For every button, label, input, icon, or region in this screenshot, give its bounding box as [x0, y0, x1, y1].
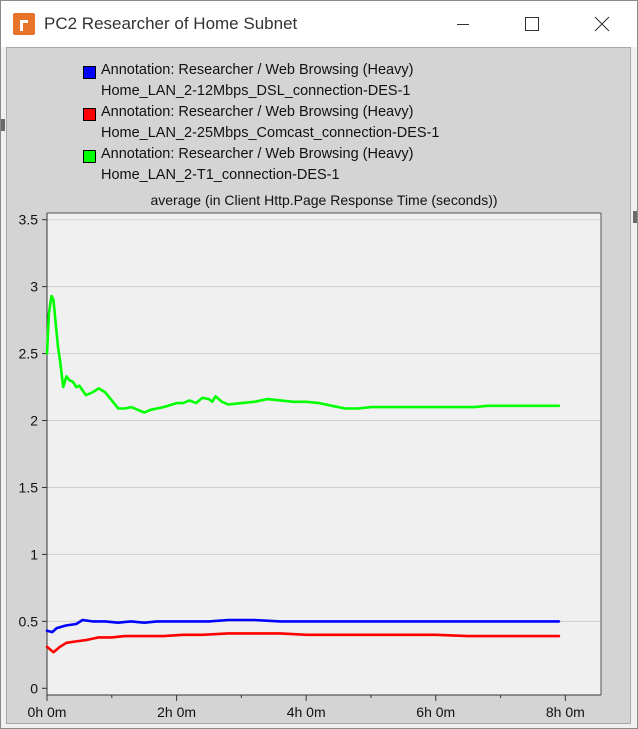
app-icon — [13, 13, 35, 35]
minimize-icon — [457, 24, 469, 25]
legend-label-t1-line2: Home_LAN_2-T1_connection-DES-1 — [101, 167, 340, 183]
minimize-button[interactable] — [440, 1, 486, 47]
y-tick-label: 0.5 — [19, 613, 39, 629]
y-tick-label: 2 — [30, 413, 38, 429]
maximize-icon — [525, 17, 539, 31]
legend-swatch-t1 — [83, 150, 96, 163]
legend-label-t1: Annotation: Researcher / Web Browsing (H… — [101, 146, 414, 162]
series-line-comcast — [45, 632, 561, 654]
y-tick-label: 3 — [30, 279, 38, 295]
y-tick-label: 0 — [30, 680, 38, 696]
x-tick-label: 6h 0m — [416, 704, 455, 720]
y-tick-label: 3.5 — [19, 212, 39, 228]
y-tick-label: 2.5 — [19, 346, 39, 362]
y-tick-label: 1 — [30, 546, 38, 562]
legend-label-comcast-line2: Home_LAN_2-25Mbps_Comcast_connection-DES… — [101, 125, 440, 141]
title-bar[interactable]: PC2 Researcher of Home Subnet — [1, 1, 637, 47]
series-line-t1 — [45, 294, 561, 414]
plot-area — [47, 213, 601, 695]
legend-label-comcast: Annotation: Researcher / Web Browsing (H… — [101, 104, 414, 120]
chart-panel: average (in Client Http.Page Response Ti… — [6, 47, 631, 724]
resize-edge-left — [1, 119, 5, 131]
y-tick-label: 1.5 — [19, 479, 39, 495]
x-tick-label: 0h 0m — [28, 704, 67, 720]
chart-title: average (in Client Http.Page Response Ti… — [150, 192, 497, 208]
x-tick-label: 4h 0m — [287, 704, 326, 720]
maximize-button[interactable] — [509, 1, 555, 47]
close-button[interactable] — [579, 1, 625, 47]
legend-label-dsl-line2: Home_LAN_2-12Mbps_DSL_connection-DES-1 — [101, 83, 411, 99]
x-tick-label: 2h 0m — [157, 704, 196, 720]
legend-label-dsl: Annotation: Researcher / Web Browsing (H… — [101, 62, 414, 78]
series-line-dsl — [45, 618, 561, 634]
legend-swatch-dsl — [83, 66, 96, 79]
x-tick-label: 8h 0m — [546, 704, 585, 720]
line-chart: average (in Client Http.Page Response Ti… — [19, 192, 602, 720]
legend-swatch-comcast — [83, 108, 96, 121]
resize-edge-right — [633, 211, 637, 223]
close-icon — [594, 16, 610, 32]
window-title: PC2 Researcher of Home Subnet — [44, 14, 298, 33]
